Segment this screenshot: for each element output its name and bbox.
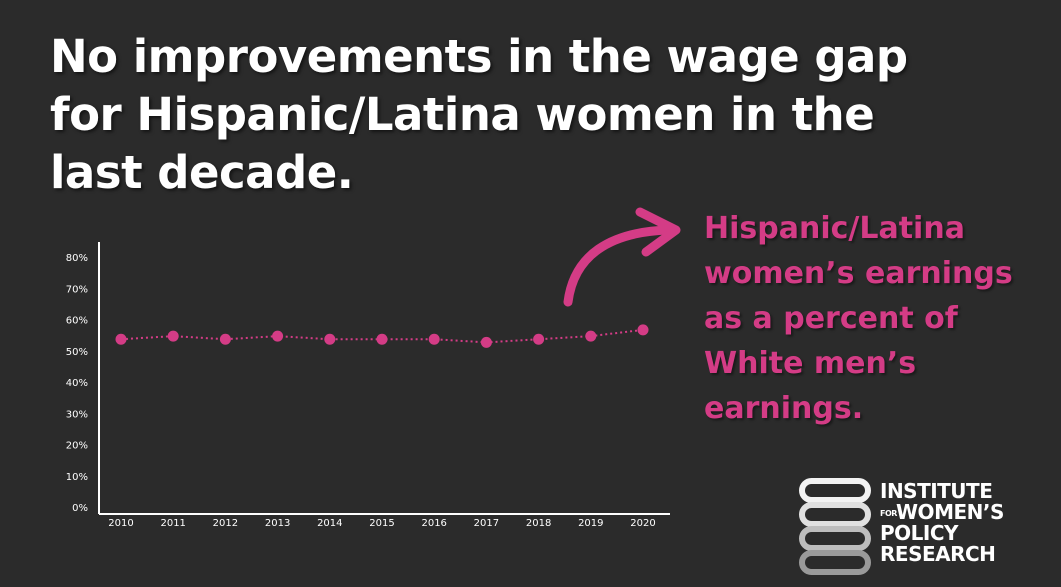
- y-tick-label: 70%: [66, 284, 88, 295]
- data-point: [585, 330, 597, 342]
- logo-line-1: INSTITUTE: [880, 479, 993, 503]
- headline-line-1: No improvements in the wage gap: [50, 30, 908, 83]
- headline-line-3: last decade.: [50, 146, 354, 199]
- y-tick-label: 60%: [66, 316, 88, 327]
- annotation-line-3: as a percent of: [704, 301, 958, 336]
- x-tick-label: 2020: [630, 518, 655, 529]
- logo-line-4: RESEARCH: [880, 542, 996, 566]
- x-tick-label: 2015: [369, 518, 394, 529]
- iwpr-logo: INSTITUTE FORWOMEN’S POLICY RESEARCH: [798, 476, 1048, 576]
- data-point: [376, 333, 388, 345]
- y-tick-label: 0%: [72, 503, 88, 514]
- y-axis-ticks: 0% 10% 20% 30% 40% 50% 60% 70% 80%: [66, 253, 88, 514]
- y-tick-label: 20%: [66, 441, 88, 452]
- data-point: [272, 330, 284, 342]
- data-point: [428, 333, 440, 345]
- headline: No improvements in the wage gap for Hisp…: [50, 28, 1010, 202]
- data-point: [167, 330, 179, 342]
- data-point: [219, 333, 231, 345]
- logo-for: FOR: [880, 509, 897, 518]
- logo-text: INSTITUTE FORWOMEN’S POLICY RESEARCH: [880, 481, 1004, 565]
- x-tick-label: 2012: [213, 518, 238, 529]
- series-hispanic-latina: [115, 324, 649, 348]
- series-annotation: Hispanic/Latina women’s earnings as a pe…: [704, 206, 1044, 431]
- data-point: [115, 333, 127, 345]
- x-tick-label: 2013: [265, 518, 290, 529]
- x-tick-label: 2014: [317, 518, 342, 529]
- x-tick-label: 2011: [160, 518, 185, 529]
- pointer-arrow-icon: [563, 225, 673, 307]
- annotation-line-4: White men’s: [704, 346, 917, 381]
- annotation-line-2: women’s earnings: [704, 256, 1013, 291]
- y-tick-label: 30%: [66, 409, 88, 420]
- y-tick-label: 10%: [66, 472, 88, 483]
- logo-line-2: FORWOMEN’S: [880, 502, 1004, 523]
- x-axis-ticks: 2010 2011 2012 2013 2014 2015 2016 2017 2018 2019…: [108, 518, 655, 529]
- y-tick-label: 40%: [66, 378, 88, 389]
- data-point: [324, 333, 336, 345]
- data-point: [637, 324, 649, 336]
- y-tick-label: 50%: [66, 347, 88, 358]
- x-tick-label: 2010: [108, 518, 133, 529]
- x-tick-label: 2017: [474, 518, 499, 529]
- x-tick-label: 2016: [421, 518, 446, 529]
- x-tick-label: 2018: [526, 518, 551, 529]
- x-tick-label: 2019: [578, 518, 603, 529]
- data-point: [533, 333, 545, 345]
- logo-line-3: POLICY: [880, 521, 959, 545]
- logo-womens: WOMEN’S: [896, 500, 1004, 524]
- data-point: [480, 336, 492, 348]
- annotation-line-5: earnings.: [704, 391, 864, 426]
- annotation-line-1: Hispanic/Latina: [704, 211, 965, 246]
- arrowhead-icon: [635, 207, 681, 257]
- headline-line-2: for Hispanic/Latina women in the: [50, 88, 875, 141]
- y-tick-label: 80%: [66, 253, 88, 264]
- logo-stack-icon: [799, 478, 871, 575]
